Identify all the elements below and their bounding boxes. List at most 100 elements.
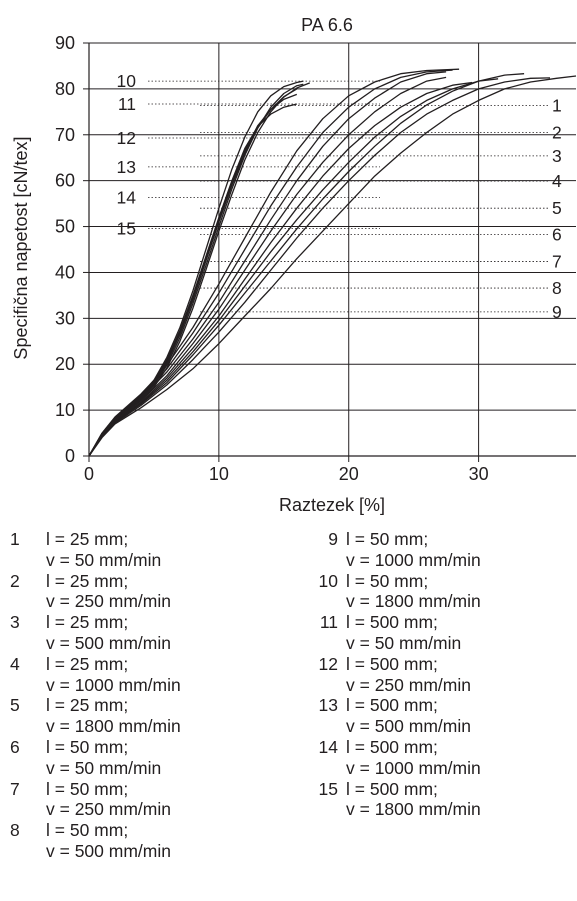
legend-speed: v = 50 mm/min [46,549,162,570]
legend-speed: v = 1800 mm/min [346,591,481,612]
legend-length: l = 50 mm; [46,820,129,841]
y-tick-labels: 0 10 20 30 40 50 60 70 80 90 [55,33,75,466]
legend-length: l = 25 mm; [46,612,129,633]
legend-text: l = 25 mm; v = 500 mm/min [46,612,171,654]
legend-speed: v = 1000 mm/min [346,757,481,778]
series-label: 13 [117,157,136,177]
series-label: 10 [117,71,137,91]
y-tick-label: 60 [55,171,75,191]
series-line-4 [88,78,499,457]
legend-length: l = 50 mm; [346,570,429,591]
axes [83,42,576,462]
legend-item: 15 l = 500 mm; v = 1800 mm/min [312,779,481,821]
series-label: 12 [117,128,136,148]
series-line-14 [88,83,304,457]
legend-number: 6 [10,736,20,757]
legend-item: 4 l = 25 mm; v = 1000 mm/min [10,654,181,696]
legend-number: 5 [10,695,20,716]
legend-speed: v = 500 mm/min [46,632,171,653]
y-tick-label: 10 [55,400,75,420]
legend-speed: v = 1800 mm/min [46,716,181,737]
legend-text: l = 25 mm; v = 50 mm/min [46,529,161,571]
series-label: 4 [552,171,562,191]
legend-item: 10 l = 50 mm; v = 1800 mm/min [312,571,481,613]
legend-length: l = 25 mm; [46,653,129,674]
legend-number: 11 [319,612,338,633]
legend-text: l = 500 mm; v = 500 mm/min [346,695,471,737]
legend-speed: v = 500 mm/min [46,840,171,861]
legend-text: l = 25 mm; v = 1800 mm/min [46,695,181,737]
legend-text: l = 500 mm; v = 1000 mm/min [346,737,481,779]
series-label: 2 [552,122,562,142]
legend-length: l = 50 mm; [46,778,129,799]
series-label: 11 [118,94,136,114]
series-line-1 [88,75,577,457]
legend-item: 3 l = 25 mm; v = 500 mm/min [10,612,181,654]
legend-speed: v = 1000 mm/min [46,674,181,695]
legend-item: 14 l = 500 mm; v = 1000 mm/min [312,737,481,779]
legend-length: l = 25 mm; [46,695,129,716]
legend-item: 7 l = 50 mm; v = 250 mm/min [10,779,181,821]
x-tick-labels: 0 10 20 30 [84,464,489,484]
legend-text: l = 500 mm; v = 50 mm/min [346,612,461,654]
legend-length: l = 25 mm; [46,570,129,591]
legend-speed: v = 50 mm/min [346,632,462,653]
legend-text: l = 25 mm; v = 250 mm/min [46,571,171,613]
y-tick-label: 80 [55,79,75,99]
y-tick-label: 30 [55,308,75,328]
series-label: 7 [552,251,562,271]
legend-number: 10 [318,570,338,591]
legend-text: l = 50 mm; v = 500 mm/min [46,820,171,862]
grid [89,42,576,456]
series-label: 9 [552,302,562,322]
legend-number: 7 [10,778,20,799]
series-line-15 [88,82,311,457]
label-leader-lines [148,80,548,313]
legend-text: l = 50 mm; v = 1000 mm/min [346,529,481,571]
legend-text: l = 25 mm; v = 1000 mm/min [46,654,181,696]
series-label: 14 [117,188,137,208]
legend-length: l = 50 mm; [346,529,429,549]
legend-speed: v = 250 mm/min [46,591,171,612]
legend-item: 9 l = 50 mm; v = 1000 mm/min [312,529,481,571]
legend-item: 8 l = 50 mm; v = 500 mm/min [10,820,181,862]
legend-item: 1 l = 25 mm; v = 50 mm/min [10,529,181,571]
legend-item: 12 l = 500 mm; v = 250 mm/min [312,654,481,696]
series-label: 6 [552,224,562,244]
series-label: 8 [552,278,562,298]
legend-item: 5 l = 25 mm; v = 1800 mm/min [10,695,181,737]
y-axis-label: Specifična napetost [cN/tex] [11,136,31,359]
y-tick-label: 50 [55,217,75,237]
x-axis-label: Raztezek [%] [279,495,385,515]
series-label: 1 [552,95,562,115]
legend-item: 6 l = 50 mm; v = 50 mm/min [10,737,181,779]
x-tick-label: 20 [339,464,359,484]
legend-item: 13 l = 500 mm; v = 500 mm/min [312,695,481,737]
series-label: 5 [552,198,562,218]
legend-number: 13 [318,695,338,716]
series-lines [88,68,577,457]
legend-speed: v = 250 mm/min [46,799,171,820]
legend-number: 15 [318,778,338,799]
y-tick-label: 20 [55,354,75,374]
legend-item: 2 l = 25 mm; v = 250 mm/min [10,571,181,613]
x-tick-label: 10 [209,464,229,484]
series-label: 3 [552,146,562,166]
legend-item: 11 l = 500 mm; v = 50 mm/min [312,612,481,654]
legend-length: l = 500 mm; [346,736,438,757]
legend-length: l = 500 mm; [346,695,438,716]
legend-number: 14 [318,736,338,757]
y-tick-label: 40 [55,262,75,282]
legend-speed: v = 1800 mm/min [346,799,481,820]
legend-number: 1 [10,529,20,549]
legend-text: l = 50 mm; v = 50 mm/min [46,737,161,779]
chart-title: PA 6.6 [301,15,353,35]
legend-length: l = 500 mm; [346,612,438,633]
legend-number: 3 [10,612,20,633]
legend-length: l = 50 mm; [46,736,129,757]
series-label: 15 [117,218,136,238]
legend-speed: v = 500 mm/min [346,716,471,737]
legend-number: 12 [318,653,338,674]
